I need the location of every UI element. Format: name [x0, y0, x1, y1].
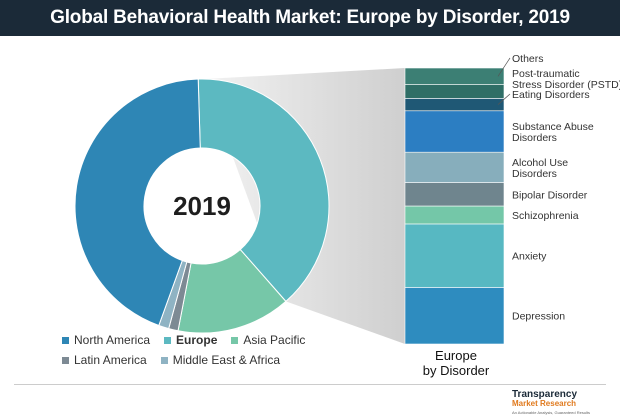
stack-segment-post-traumatic-stress-disorder-pstd [404, 84, 505, 99]
legend-swatch [231, 336, 239, 344]
caption-line: Europe [435, 348, 477, 363]
chart-title: Global Behavioral Health Market: Europe … [50, 7, 570, 28]
stack-label-eating-disorders: Eating Disorders [512, 89, 590, 101]
legend-row: North America Europe Asia Pacific [62, 333, 305, 347]
legend-swatch [62, 356, 69, 364]
logo-line-2: Market Research [512, 399, 577, 408]
stack-segment-substance-abuse-disorders [404, 110, 505, 153]
stack-label-schizophrenia: Schizophrenia [512, 210, 579, 222]
stack-segment-others [404, 67, 505, 85]
brand-logo: Transparency Market Research An Actionab… [512, 390, 612, 417]
stack-segment-bipolar-disorder [404, 182, 505, 207]
stack-label-alcohol-use-disorders: Alcohol Use Disorders [512, 157, 568, 180]
legend-swatch [62, 336, 69, 344]
caption-line: by Disorder [422, 363, 490, 378]
legend-item-middle-east-africa: Middle East & Africa [160, 353, 281, 367]
legend-swatch [160, 356, 168, 364]
stack-label-depression: Depression [512, 311, 565, 323]
leader-line-eating-disorders [497, 93, 511, 105]
logo-line-1: Transparency [512, 389, 578, 400]
legend-item-north-america: North America [62, 333, 150, 347]
legend-swatch [164, 336, 172, 344]
stack-segment-depression [404, 287, 505, 345]
chart-canvas: 2019 Depression Anxiety Schizophrenia Bipol… [74, 53, 620, 345]
title-bar: Global Behavioral Health Market: Europe … [0, 0, 620, 36]
legend-item-asia-pacific: Asia Pacific [231, 333, 305, 347]
legend-label: Asia Pacific [243, 333, 306, 347]
stack-segment-anxiety [404, 223, 505, 288]
logo-tagline: An Actionable Analysis, Guaranteed Resul… [512, 410, 591, 415]
legend-row: Latin America Middle East & Africa [62, 353, 305, 367]
legend-label: Middle East & Africa [172, 353, 281, 367]
divider [14, 384, 606, 385]
legend-label: Europe [176, 333, 218, 347]
stack-segment-schizophrenia [404, 205, 505, 225]
legend-item-europe: Europe [164, 333, 217, 347]
donut-center-label: 2019 [173, 191, 231, 221]
legend: North America Europe Asia Pacific Latin Am… [62, 333, 305, 373]
stack-label-others: Others [512, 53, 544, 65]
legend-item-latin-america: Latin America [62, 353, 147, 367]
stack-label-bipolar-disorder: Bipolar Disorder [512, 189, 588, 201]
stack-label-anxiety: Anxiety [512, 251, 547, 263]
stack-segment-alcohol-use-disorders [404, 151, 505, 183]
stack-label-substance-abuse-disorders: Substance Abuse Disorders [512, 121, 594, 144]
stack-label-post-traumatic-stress-disorder-pstd: Post-traumatic Stress Disorder (PSTD) [512, 68, 620, 91]
stacked-bar [404, 67, 505, 345]
stacked-bar-labels: Depression Anxiety Schizophrenia Bipolar Di… [497, 53, 620, 323]
leader-line-others [497, 57, 511, 77]
legend-label: Latin America [74, 353, 147, 367]
donut-chart [74, 78, 330, 334]
legend-label: North America [74, 333, 151, 347]
donut-slice-north-america [74, 78, 201, 327]
stacked-bar-caption: Europe by Disorder [402, 348, 510, 378]
stack-segment-eating-disorders [404, 98, 505, 112]
donut-slice-europe [197, 78, 330, 303]
